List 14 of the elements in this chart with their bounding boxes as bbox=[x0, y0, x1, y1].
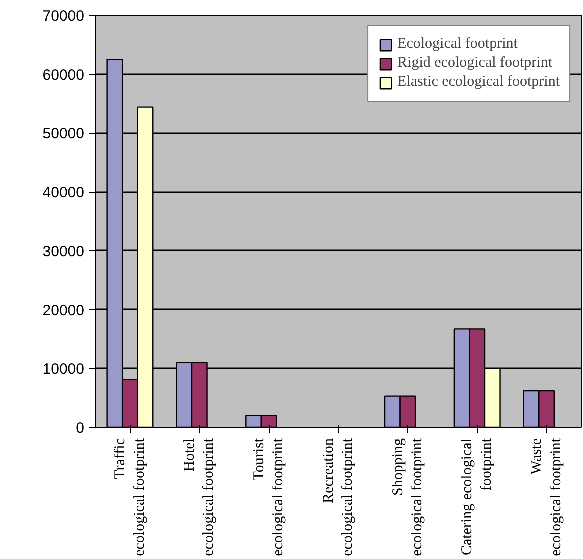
x-tick-label: Waste ecological footprint bbox=[529, 438, 564, 556]
y-tick-label: 20000 bbox=[42, 302, 85, 320]
y-tick-label: 50000 bbox=[42, 126, 85, 143]
y-tick-label: 10000 bbox=[42, 361, 85, 378]
legend-label: Rigid ecological footprint bbox=[398, 55, 553, 72]
y-tick-label: 30000 bbox=[42, 243, 85, 260]
x-tick-label: Traffic ecological footprint bbox=[112, 438, 148, 556]
y-tick-label: 0 bbox=[76, 420, 84, 437]
y-tick-label: 70000 bbox=[42, 8, 85, 25]
legend-label: Ecological footprint bbox=[398, 36, 518, 53]
y-tick-label: 60000 bbox=[42, 66, 85, 84]
legend-label: Elastic ecological footprint bbox=[398, 74, 560, 91]
x-tick-label: Catering ecological footprint bbox=[460, 438, 495, 556]
y-tick-label: 40000 bbox=[42, 184, 85, 202]
